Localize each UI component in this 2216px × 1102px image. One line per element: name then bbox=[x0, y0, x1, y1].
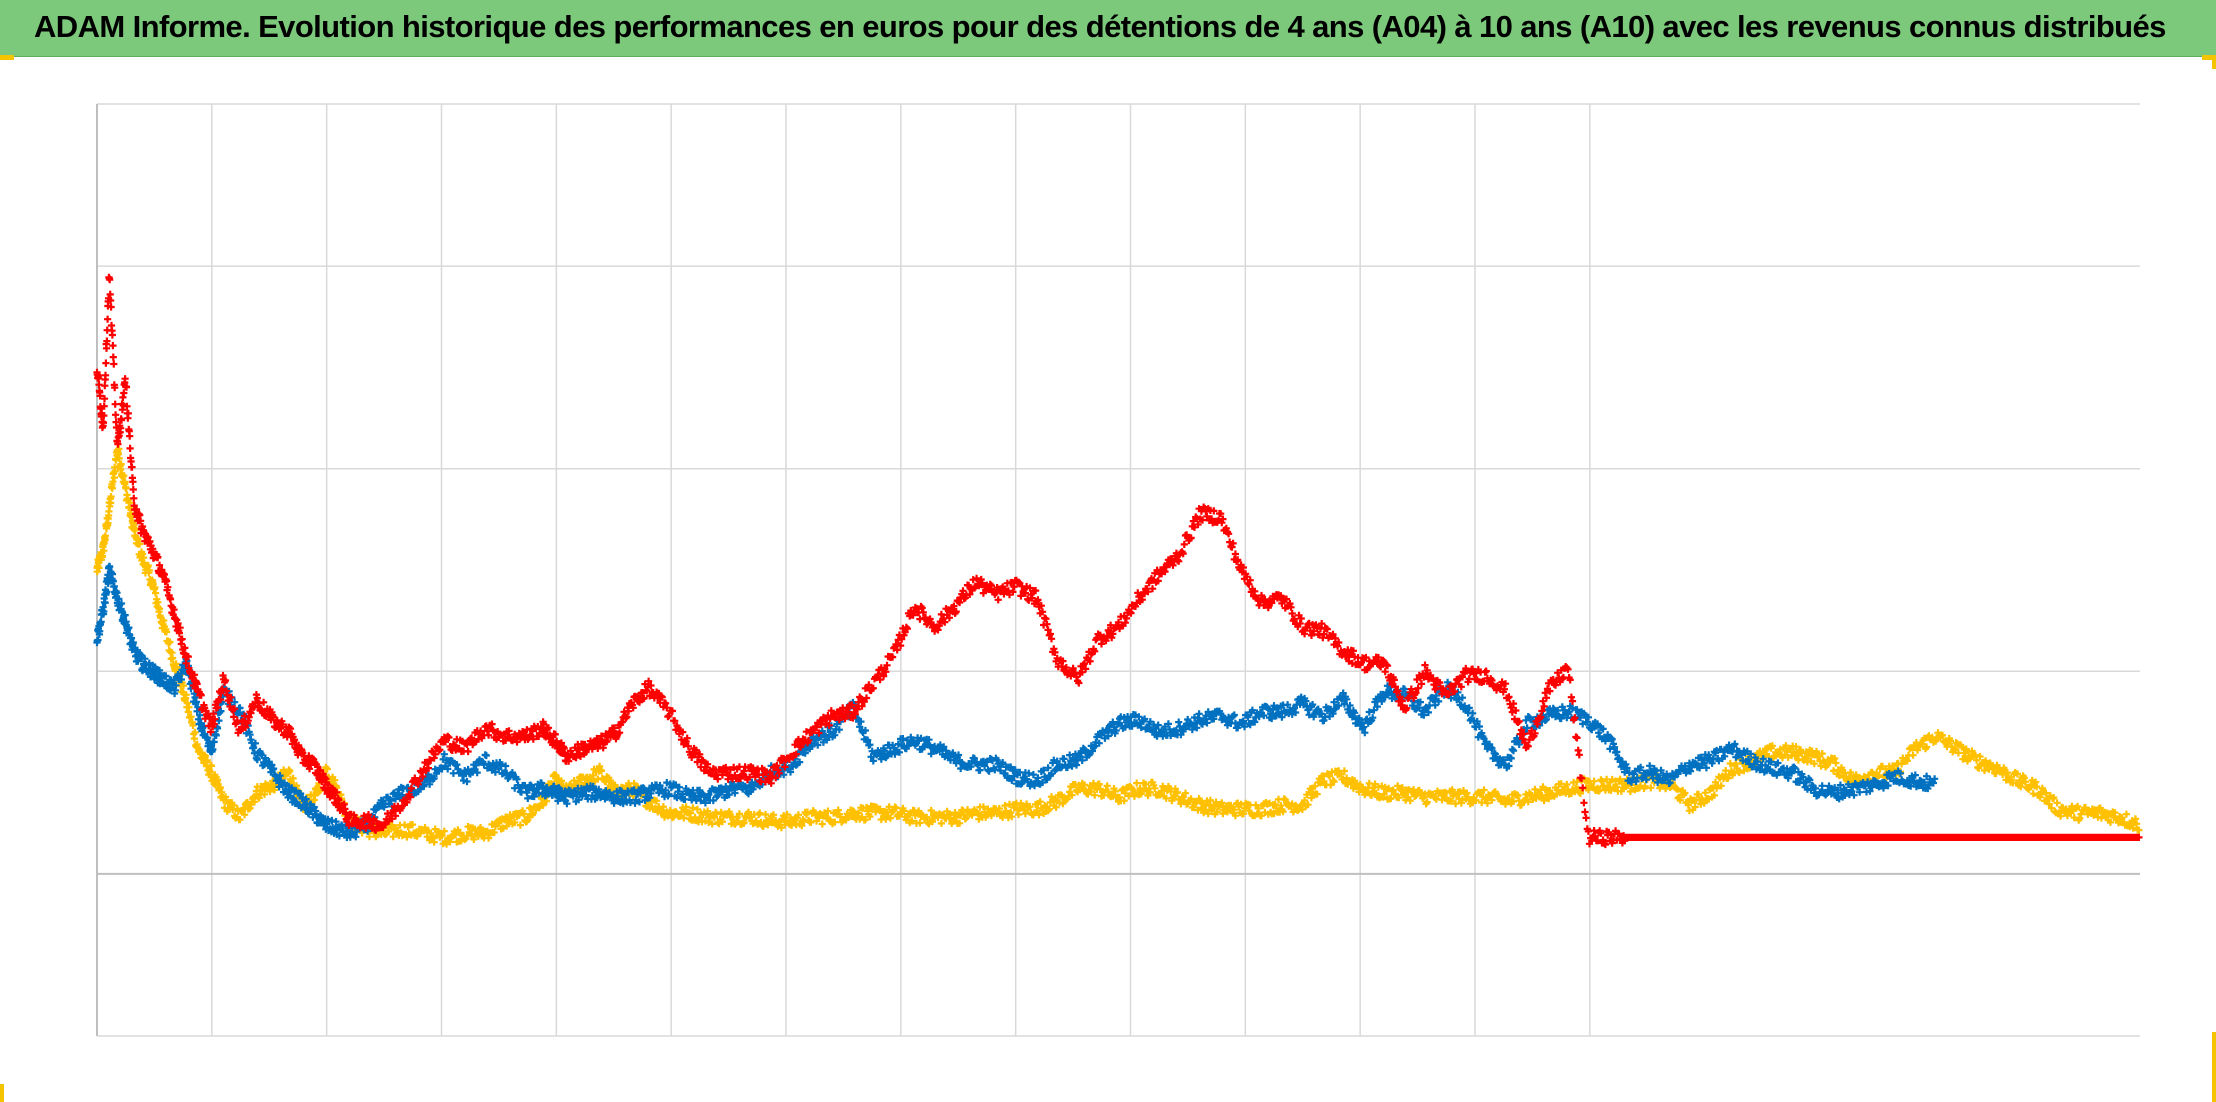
series-layer bbox=[93, 273, 2143, 849]
corner-accent-top-right bbox=[2202, 55, 2216, 60]
chart-title: ADAM Informe. Evolution historique des p… bbox=[34, 9, 2166, 44]
corner-accent-top-left bbox=[0, 55, 14, 60]
series-3 bbox=[93, 273, 2143, 849]
corner-accent-bottom-left bbox=[0, 1084, 4, 1102]
series-3-markers bbox=[93, 273, 2143, 849]
title-bar: ADAM Informe. Evolution historique des p… bbox=[0, 0, 2216, 57]
corner-accent-bottom-right bbox=[2212, 1032, 2216, 1102]
corner-accent-top-right-v bbox=[2212, 55, 2216, 69]
grid-layer bbox=[96, 103, 2140, 1037]
